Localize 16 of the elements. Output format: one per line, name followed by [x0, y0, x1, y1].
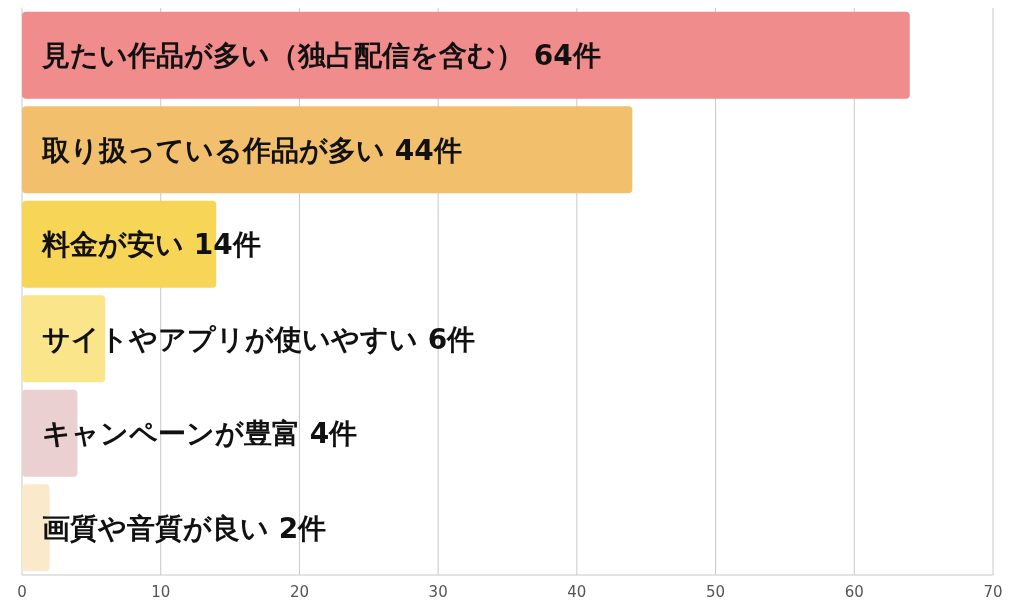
bar	[22, 295, 106, 383]
x-tick-label: 70	[983, 583, 1003, 601]
category-label: サイトやアプリが使いやすい 6件	[42, 322, 476, 356]
bar	[22, 11, 910, 99]
x-tick-label: 10	[151, 583, 171, 601]
category-label: 画質や音質が良い 2件	[42, 511, 327, 545]
x-tick-label: 0	[17, 583, 27, 601]
x-tick-label: 50	[706, 583, 726, 601]
bar	[22, 106, 633, 194]
x-tick-label: 20	[289, 583, 309, 601]
x-tick-label: 60	[844, 583, 864, 601]
x-tick-label: 30	[428, 583, 448, 601]
category-label: 取り扱っている作品が多い 44件	[42, 133, 462, 167]
category-label: 見たい作品が多い（独占配信を含む） 64件	[42, 39, 601, 73]
x-tick-label: 40	[567, 583, 587, 601]
category-label: キャンペーンが豊富 4件	[42, 417, 358, 451]
